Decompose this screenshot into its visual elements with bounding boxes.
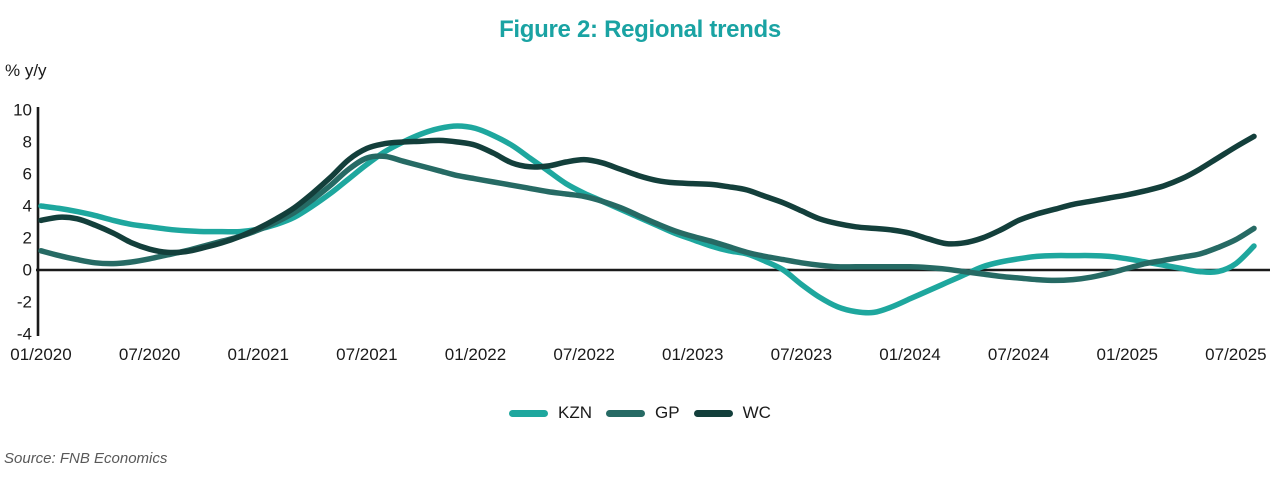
x-tick-label: 01/2024 xyxy=(879,345,941,364)
x-tick-label: 01/2025 xyxy=(1096,345,1158,364)
x-tick-label: 01/2021 xyxy=(227,345,289,364)
x-tick-label: 01/2023 xyxy=(662,345,724,364)
y-tick-label: 0 xyxy=(22,260,32,280)
legend-item-wc: WC xyxy=(693,403,771,423)
y-tick-label: 2 xyxy=(22,228,32,248)
x-tick-label: 07/2024 xyxy=(987,345,1050,364)
legend-label-gp: GP xyxy=(655,403,680,422)
x-tick-label: 07/2023 xyxy=(770,345,833,364)
series-line-gp xyxy=(38,153,1257,284)
chart-legend: KZN GP WC xyxy=(0,403,1280,423)
legend-item-kzn: KZN xyxy=(509,403,592,423)
legend-swatch-kzn xyxy=(509,409,549,417)
y-tick-label: -2 xyxy=(16,292,32,312)
legend-item-gp: GP xyxy=(606,403,680,423)
y-tick-label: 8 xyxy=(22,132,32,152)
chart-title: Figure 2: Regional trends xyxy=(499,16,781,43)
x-tick-label: 07/2020 xyxy=(118,345,181,364)
legend-label-wc: WC xyxy=(742,403,771,422)
y-tick-label: -4 xyxy=(16,324,32,344)
legend-swatch-wc xyxy=(693,409,733,417)
y-tick-label: 4 xyxy=(22,196,32,216)
source-note: Source: FNB Economics xyxy=(4,450,168,467)
x-tick-label: 07/2025 xyxy=(1205,345,1267,364)
series-line-wc xyxy=(38,133,1257,256)
legend-swatch-gp xyxy=(606,409,646,417)
legend-label-kzn: KZN xyxy=(558,403,593,422)
x-tick-label: 01/2022 xyxy=(444,345,507,364)
x-tick-label: 01/2020 xyxy=(10,345,72,364)
x-tick-label: 07/2021 xyxy=(336,345,398,364)
y-axis-unit-label: % y/y xyxy=(5,61,47,80)
y-tick-label: 6 xyxy=(22,164,32,184)
x-tick-label: 07/2022 xyxy=(553,345,615,364)
y-tick-label: 10 xyxy=(13,100,32,120)
